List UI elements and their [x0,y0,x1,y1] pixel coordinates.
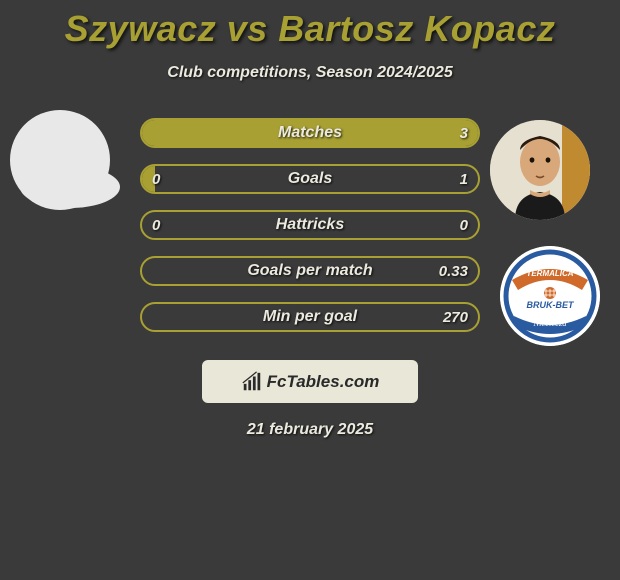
chart-icon [241,371,263,393]
stat-value-left: 0 [142,212,170,238]
stat-row: Matches3 [140,118,480,148]
svg-text:TERMALICA: TERMALICA [526,269,573,278]
stat-value-right: 1 [450,166,478,192]
comparison-card: Szywacz vs Bartosz Kopacz Club competiti… [0,0,620,580]
club-right-svg: TERMALICA BRUK-BET Nieciecza [500,246,600,346]
player-right-avatar [490,120,590,220]
player-right-svg [490,120,590,220]
brand-text: FcTables.com [267,372,380,392]
stat-label: Goals [142,166,478,192]
stats-area: TERMALICA BRUK-BET Nieciecza Matches3 Goa… [0,118,620,354]
stat-value-right: 0.33 [429,258,478,284]
svg-text:BRUK-BET: BRUK-BET [527,300,575,310]
svg-text:Nieciecza: Nieciecza [532,318,566,328]
page-subtitle: Club competitions, Season 2024/2025 [0,64,620,82]
stat-label: Matches [142,120,478,146]
club-left-badge [20,166,120,208]
stat-row: Hattricks0 0 [140,210,480,240]
stat-value-right: 0 [450,212,478,238]
stat-row: Goals0 1 [140,164,480,194]
brand-badge: FcTables.com [202,360,418,403]
footer-date: 21 february 2025 [0,421,620,439]
stat-bars: Matches3Goals01Hattricks00Goals per matc… [140,118,480,348]
club-right-badge: TERMALICA BRUK-BET Nieciecza [500,246,600,346]
stat-value-left: 0 [142,166,170,192]
page-title: Szywacz vs Bartosz Kopacz [0,0,620,50]
stat-value-right: 270 [433,304,478,330]
stat-label: Hattricks [142,212,478,238]
stat-label: Min per goal [142,304,478,330]
stat-row: Goals per match0.33 [140,256,480,286]
stat-row: Min per goal270 [140,302,480,332]
stat-value-right: 3 [450,120,478,146]
stat-label: Goals per match [142,258,478,284]
